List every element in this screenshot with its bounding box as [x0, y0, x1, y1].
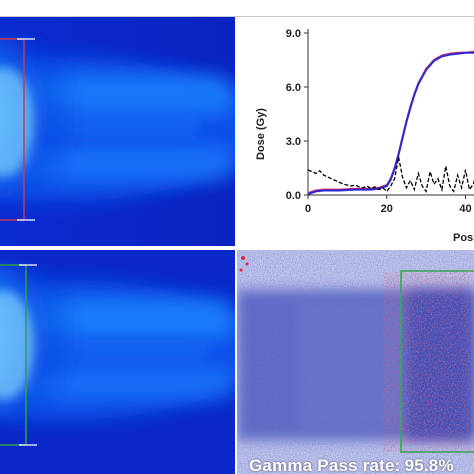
top-edge-strip	[0, 0, 474, 17]
dose-map-calculated-image	[0, 250, 235, 474]
y-tick-label: 9.0	[286, 28, 301, 40]
y-tick-label: 0.0	[286, 190, 301, 202]
x-tick-label: 20	[381, 203, 393, 215]
panel-divider-vertical	[235, 17, 237, 474]
y-axis-label: Dose (Gy)	[255, 108, 267, 160]
gamma-pass-rate: Gamma Pass rate: 95.8%	[249, 456, 454, 474]
dose-map-measured	[0, 17, 235, 246]
series-line-1	[307, 50, 474, 195]
gamma-pass-rate-value: 95.8%	[404, 456, 454, 474]
panel-divider-horizontal	[0, 246, 474, 250]
series-line-2	[307, 51, 474, 196]
series-line-3	[307, 157, 474, 193]
dose-profile-plot: 0.0 3.0 6.0 9.0 0 20 40 Dose (Gy) Posi	[255, 28, 474, 244]
gamma-map-image	[237, 250, 474, 474]
x-tick-label: 40	[459, 203, 471, 215]
x-tick-label: 0	[305, 203, 311, 215]
gamma-map: Gamma Pass rate: 95.8%	[237, 250, 474, 474]
y-tick-label: 6.0	[286, 82, 301, 94]
dose-map-measured-image	[0, 17, 235, 246]
dose-map-calculated	[0, 250, 235, 474]
x-axis-label: Posi	[453, 232, 474, 244]
gamma-pass-rate-label: Gamma Pass rate:	[249, 456, 401, 474]
dose-profile-chart: 0.0 3.0 6.0 9.0 0 20 40 Dose (Gy) Posi	[237, 17, 474, 246]
y-tick-label: 3.0	[286, 136, 301, 148]
